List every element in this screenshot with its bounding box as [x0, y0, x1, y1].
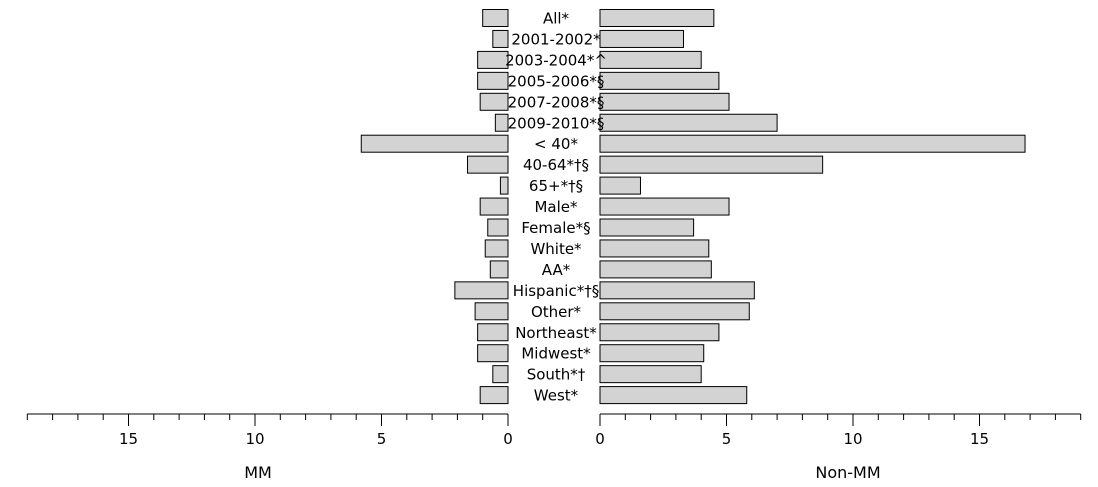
- non-mm-tick-label: 0: [595, 430, 605, 448]
- non-mm-bars: [599, 9, 1026, 405]
- category-label: Midwest*: [521, 345, 591, 363]
- category-label: 2005-2006*§: [508, 72, 605, 90]
- mm-bar: [479, 92, 509, 111]
- mm-bar: [482, 9, 509, 27]
- mm-axis: 15 10 5 0: [26, 413, 513, 448]
- category-label: Hispanic*†§: [513, 282, 599, 300]
- mm-tick-label: 5: [377, 430, 387, 448]
- mm-bar: [479, 197, 509, 216]
- category-label: White*: [530, 240, 582, 258]
- non-mm-tick-label: 5: [722, 430, 732, 448]
- mm-bar: [477, 50, 509, 69]
- category-label: 2003-2004*^: [505, 51, 607, 69]
- category-labels: All* 2001-2002* 2003-2004*^ 2005-2006*§ 2007…: [505, 10, 607, 405]
- category-label: South*†: [527, 366, 586, 384]
- mm-bar: [479, 386, 509, 405]
- non-mm-axis: 0 5 10 15: [595, 413, 1082, 448]
- category-label: 65+*†§: [529, 177, 583, 195]
- non-mm-bar: [599, 92, 730, 111]
- non-mm-axis-title: Non-MM: [815, 463, 880, 482]
- non-mm-bar: [599, 29, 684, 48]
- category-label: Other*: [531, 303, 582, 321]
- category-label: West*: [534, 387, 579, 405]
- mm-tick-label: 15: [119, 430, 138, 448]
- mm-bar: [467, 155, 509, 174]
- non-mm-bar: [599, 344, 705, 363]
- non-mm-bar: [599, 50, 702, 69]
- mm-bar: [489, 260, 509, 279]
- mm-bar: [360, 134, 509, 153]
- category-label: Northeast*: [515, 324, 597, 342]
- non-mm-bar: [599, 365, 702, 384]
- non-mm-tick-label: 15: [970, 430, 989, 448]
- non-mm-tick-label: 10: [843, 430, 862, 448]
- mm-tick-label: 0: [503, 430, 513, 448]
- non-mm-bar: [599, 260, 712, 279]
- category-label: All*: [543, 10, 570, 28]
- non-mm-bar: [599, 197, 730, 216]
- non-mm-bar: [599, 134, 1026, 153]
- mm-bar: [454, 281, 509, 300]
- non-mm-bar: [599, 239, 710, 258]
- category-label: 40-64*†§: [523, 156, 589, 174]
- mm-bar: [477, 344, 509, 363]
- mm-bars: [360, 9, 509, 405]
- category-label: 2009-2010*§: [508, 114, 605, 132]
- category-label: Male*: [534, 198, 578, 216]
- non-mm-bar: [599, 323, 720, 342]
- category-label: AA*: [542, 261, 571, 279]
- mm-bar: [474, 302, 509, 321]
- non-mm-bar: [599, 71, 720, 90]
- category-label: Female*§: [521, 219, 590, 237]
- mm-bar: [492, 29, 509, 48]
- mm-bar: [484, 239, 509, 258]
- non-mm-bar: [599, 281, 755, 300]
- non-mm-bar: [599, 113, 778, 132]
- mm-bar: [499, 176, 509, 195]
- non-mm-bar: [599, 9, 715, 27]
- mm-tick-label: 10: [245, 430, 264, 448]
- mm-bar: [494, 113, 509, 132]
- mm-axis-title: MM: [244, 463, 272, 482]
- mm-bar: [477, 323, 509, 342]
- category-label: < 40*: [534, 135, 578, 153]
- non-mm-bar: [599, 176, 641, 195]
- category-label: 2001-2002*: [511, 30, 601, 48]
- non-mm-bar: [599, 302, 750, 321]
- non-mm-bar: [599, 386, 748, 405]
- non-mm-bar: [599, 155, 824, 174]
- mm-bar: [487, 218, 509, 237]
- mm-bar: [477, 71, 509, 90]
- mm-bar: [492, 365, 509, 384]
- category-label: 2007-2008*§: [508, 93, 605, 111]
- non-mm-bar: [599, 218, 695, 237]
